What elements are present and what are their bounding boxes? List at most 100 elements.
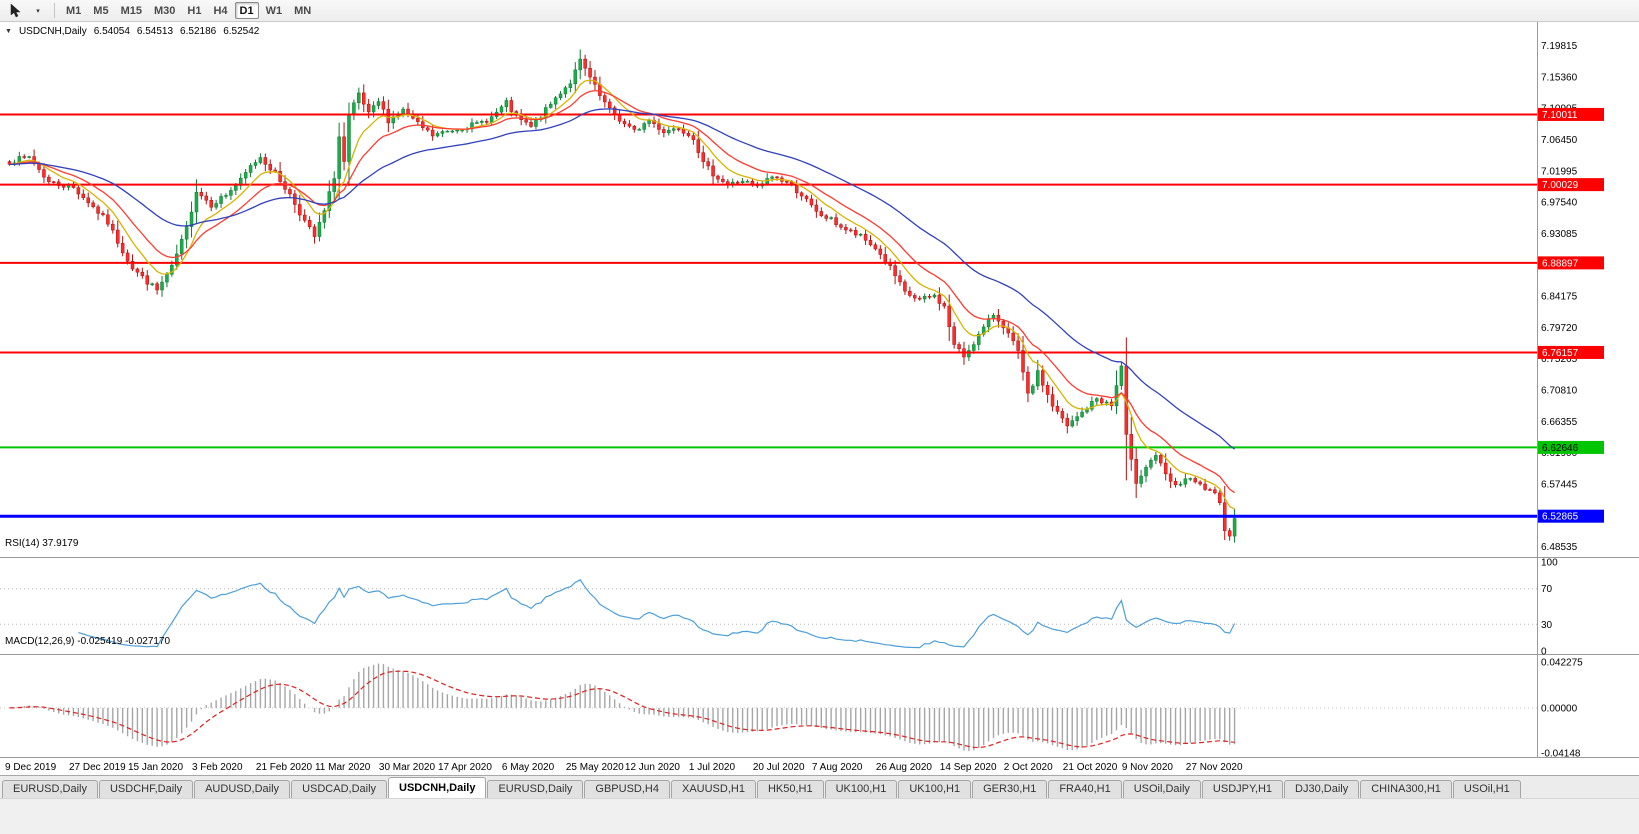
chart-menu-caret-icon[interactable]: ▼	[5, 28, 12, 35]
svg-text:6.52865: 6.52865	[1542, 512, 1579, 523]
svg-text:6.76157: 6.76157	[1542, 348, 1579, 359]
chart-tab-usdcnh-daily[interactable]: USDCNH,Daily	[388, 777, 487, 798]
chart-tab-fra40-h1[interactable]: FRA40,H1	[1048, 780, 1122, 798]
date-tick-label: 14 Sep 2020	[940, 762, 997, 773]
price-tick-label: 6.57445	[1541, 479, 1578, 490]
ohlc-low: 6.52186	[180, 26, 217, 37]
rsi-tick-label: 100	[1541, 558, 1558, 569]
timeframe-button-mn[interactable]: MN	[294, 4, 312, 17]
chart-tab-usdcad-daily[interactable]: USDCAD,Daily	[291, 780, 388, 798]
price-level-badge	[1538, 440, 1604, 454]
tool-dropdown-button[interactable]: ▾	[27, 1, 49, 20]
date-tick-label: 6 May 2020	[502, 762, 555, 773]
chart-tab-xauusd-h1[interactable]: XAUUSD,H1	[670, 780, 756, 798]
date-tick-label: 12 Jun 2020	[625, 762, 680, 773]
date-tick-label: 21 Feb 2020	[256, 762, 313, 773]
macd-pane: 0.042275 0.00000 -0.04148	[0, 657, 1583, 759]
price-level-badge	[1538, 178, 1604, 192]
macd-indicator-label: MACD(12,26,9) -0.025419 -0.027170	[5, 636, 171, 647]
chart-tab-uk100-h1[interactable]: UK100,H1	[824, 780, 898, 798]
svg-text:6.88897: 6.88897	[1542, 258, 1579, 269]
chart-ohlc-header: ▼ USDCNH,Daily 6.54054 6.54513 6.52186 6…	[5, 26, 259, 37]
date-tick-label: 2 Oct 2020	[1004, 762, 1053, 773]
svg-text:6.62646: 6.62646	[1542, 443, 1579, 454]
chart-tab-audusd-daily[interactable]: AUDUSD,Daily	[194, 780, 291, 798]
timeframe-button-h1[interactable]: H1	[187, 4, 202, 17]
chart-tab-uk100-h1[interactable]: UK100,H1	[898, 780, 972, 798]
time-axis-labels: 9 Dec 2019 27 Dec 2019 15 Jan 2020 3 Feb 20…	[5, 762, 1243, 773]
date-tick-label: 20 Jul 2020	[753, 762, 805, 773]
date-tick-label: 1 Jul 2020	[689, 762, 736, 773]
moving-average-lines	[9, 79, 1235, 510]
date-tick-label: 15 Jan 2020	[128, 762, 183, 773]
rsi-indicator-label: RSI(14) 37.9179	[5, 538, 79, 549]
price-tick-label: 6.70810	[1541, 386, 1578, 397]
ohlc-open: 6.54054	[93, 26, 130, 37]
chart-tab-eurusd-daily[interactable]: EURUSD,Daily	[487, 780, 584, 798]
date-tick-label: 30 Mar 2020	[379, 762, 436, 773]
price-chart-canvas[interactable]: 7.198157.153607.109057.064507.019956.975…	[0, 22, 1639, 775]
timeframe-button-m30[interactable]: M30	[153, 4, 176, 17]
horizontal-level-lines	[0, 113, 1537, 518]
price-tick-label: 6.93085	[1541, 229, 1578, 240]
timeframe-button-group: M1 M5 M15 M30 H1 H4 D1 W1 MN	[61, 2, 318, 19]
chart-tab-usdchf-daily[interactable]: USDCHF,Daily	[98, 780, 194, 798]
price-tick-label: 6.84175	[1541, 292, 1578, 303]
macd-tick-label: -0.04148	[1541, 748, 1581, 759]
chart-tab-usoil-h1[interactable]: USOil,H1	[1452, 780, 1521, 798]
date-tick-label: 25 May 2020	[566, 762, 624, 773]
date-tick-label: 9 Nov 2020	[1122, 762, 1174, 773]
date-tick-label: 26 Aug 2020	[876, 762, 933, 773]
chart-tab-dj30-daily[interactable]: DJ30,Daily	[1284, 780, 1360, 798]
dropdown-caret-icon: ▾	[36, 7, 40, 15]
status-bar	[0, 798, 1639, 834]
chart-tab-hk50-h1[interactable]: HK50,H1	[756, 780, 824, 798]
price-level-badges: 7.10011 7.00029 6.88897 6.76157 6.62646 6.528…	[1538, 107, 1604, 523]
date-tick-label: 21 Oct 2020	[1063, 762, 1118, 773]
timeframe-button-h4[interactable]: H4	[213, 4, 228, 17]
date-tick-label: 7 Aug 2020	[812, 762, 863, 773]
rsi-line	[78, 579, 1236, 649]
macd-tick-label: 0.00000	[1541, 703, 1578, 714]
price-tick-label: 6.66355	[1541, 417, 1578, 428]
toolbar-separator	[54, 3, 55, 18]
macd-signal-line	[9, 670, 1235, 749]
price-tick-label: 6.97540	[1541, 198, 1578, 209]
date-tick-label: 9 Dec 2019	[5, 762, 57, 773]
rsi-pane: 100 70 30 0	[0, 558, 1558, 658]
chart-symbol-label: USDCNH,Daily	[18, 26, 87, 37]
svg-text:7.10011: 7.10011	[1542, 110, 1578, 121]
price-level-badge	[1538, 509, 1604, 523]
macd-tick-label: 0.042275	[1541, 657, 1583, 668]
chart-tab-china300-h1[interactable]: CHINA300,H1	[1360, 780, 1452, 798]
cursor-icon	[10, 3, 21, 17]
date-tick-label: 3 Feb 2020	[192, 762, 243, 773]
chart-tab-gbpusd-h4[interactable]: GBPUSD,H4	[584, 780, 670, 798]
rsi-tick-label: 0	[1541, 647, 1547, 658]
chart-tab-eurusd-daily[interactable]: EURUSD,Daily	[2, 780, 98, 798]
date-tick-label: 17 Apr 2020	[438, 762, 492, 773]
date-tick-label: 11 Mar 2020	[315, 762, 371, 773]
cursor-tool-button[interactable]	[4, 1, 26, 20]
chart-window: 7.198157.153607.109057.064507.019956.975…	[0, 22, 1639, 775]
chart-tab-usoil-daily[interactable]: USOil,Daily	[1122, 780, 1201, 798]
timeframe-button-w1[interactable]: W1	[265, 4, 283, 17]
price-tick-label: 6.75265	[1541, 354, 1578, 365]
price-tick-label: 6.79720	[1541, 323, 1578, 334]
timeframe-button-m1[interactable]: M1	[66, 4, 82, 17]
chart-tab-bar: EURUSD,Daily USDCHF,Daily AUDUSD,Daily USDC…	[0, 775, 1639, 798]
price-level-badge	[1538, 256, 1604, 270]
macd-histogram	[13, 663, 1236, 752]
rsi-tick-label: 70	[1541, 584, 1553, 595]
chart-tab-ger30-h1[interactable]: GER30,H1	[972, 780, 1048, 798]
chart-tab-usdjpy-h1[interactable]: USDJPY,H1	[1201, 780, 1284, 798]
ohlc-high: 6.54513	[136, 26, 174, 37]
price-tick-label: 7.19815	[1541, 41, 1578, 52]
axis-frame	[0, 22, 1639, 758]
price-tick-label: 7.15360	[1541, 72, 1578, 83]
svg-text:7.00029: 7.00029	[1542, 180, 1579, 191]
ohlc-close: 6.52542	[223, 26, 260, 37]
timeframe-button-m5[interactable]: M5	[93, 4, 109, 17]
timeframe-button-m15[interactable]: M15	[120, 4, 142, 17]
timeframe-button-d1[interactable]: D1	[234, 2, 259, 19]
